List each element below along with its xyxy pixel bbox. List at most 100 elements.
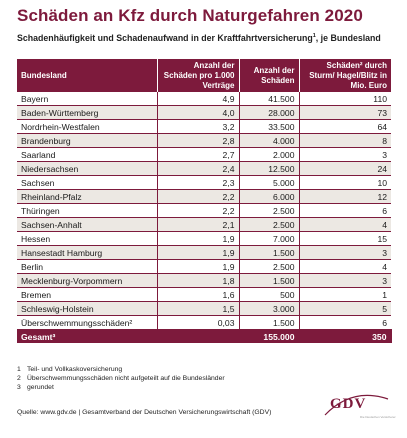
- cell-count: 12.500: [239, 161, 300, 176]
- source-note: Quelle: www.gdv.de | Gesamtverband der D…: [17, 409, 272, 416]
- cell-bundesland: Schleswig-Holstein: [17, 301, 158, 316]
- footnote-3: 3 gerundet: [17, 383, 225, 392]
- table-row: Baden-Württemberg 4,0 28.000 73: [17, 105, 391, 120]
- cell-damage-eur: 3: [299, 147, 391, 162]
- cell-count: 1.500: [239, 245, 300, 260]
- footnote-text: gerundet: [27, 384, 54, 391]
- cell-count: 2.000: [239, 147, 300, 162]
- cell-damage-eur: 12: [299, 189, 391, 204]
- cell-count: 500: [239, 287, 300, 302]
- footnote-text: Teil- und Vollkaskoversicherung: [27, 366, 123, 373]
- cell-bundesland: Bremen: [17, 287, 158, 302]
- table-row: Bremen 1,6 500 1: [17, 287, 391, 302]
- table-row: Niedersachsen 2,4 12.500 24: [17, 161, 391, 176]
- cell-count: 4.000: [239, 133, 300, 148]
- cell-per1000: 2,7: [157, 147, 240, 162]
- cell-per1000: 2,3: [157, 175, 240, 190]
- cell-bundesland: Nordrhein-Westfalen: [17, 119, 158, 134]
- data-table: Bundesland Anzahl der Schäden pro 1.000 …: [17, 59, 392, 343]
- logo-arc-icon: [324, 394, 389, 416]
- footnote-number: 1: [17, 366, 21, 373]
- cell-per1000: 1,9: [157, 259, 240, 274]
- footnote-1: 1 Teil- und Vollkaskoversicherung: [17, 365, 225, 374]
- cell-count: 28.000: [239, 105, 300, 120]
- cell-damage-eur: 5: [299, 301, 391, 316]
- cell-per1000: 2,8: [157, 133, 240, 148]
- table-row: Berlin 1,9 2.500 4: [17, 259, 391, 274]
- cell-per1000: 3,2: [157, 119, 240, 134]
- cell-bundesland: Rheinland-Pfalz: [17, 189, 158, 204]
- footnote-2: 2 Überschwemmungsschäden nicht aufgeteilt…: [17, 374, 225, 383]
- cell-per1000: 1,9: [157, 245, 240, 260]
- table-row: Thüringen 2,2 2.500 6: [17, 203, 391, 218]
- table-row: Schleswig-Holstein 1,5 3.000 5: [17, 301, 391, 316]
- table-total-row: Gesamt³ 155.000 350: [17, 329, 392, 343]
- footnote-text: Überschwemmungsschäden nicht aufgeteilt …: [27, 375, 225, 382]
- cell-per1000: 1,8: [157, 273, 240, 288]
- cell-count: 2.500: [239, 259, 300, 274]
- cell-per1000: 2,2: [157, 203, 240, 218]
- cell-damage-eur: 110: [299, 92, 391, 106]
- cell-bundesland: Hessen: [17, 231, 158, 246]
- table-row: Bayern 4,9 41.500 110: [17, 92, 391, 106]
- cell-bundesland: Brandenburg: [17, 133, 158, 148]
- table-header-row: Bundesland Anzahl der Schäden pro 1.000 …: [17, 59, 391, 92]
- cell-count: 1.500: [239, 273, 300, 288]
- total-damage-eur: 350: [299, 329, 392, 343]
- cell-bundesland: Hansestadt Hamburg: [17, 245, 158, 260]
- data-table-container: Bundesland Anzahl der Schäden pro 1.000 …: [17, 59, 392, 343]
- cell-damage-eur: 10: [299, 175, 391, 190]
- cell-damage-eur: 64: [299, 119, 391, 134]
- cell-bundesland: Mecklenburg-Vorpommern: [17, 273, 158, 288]
- header-count: Anzahl der Schäden: [239, 59, 300, 92]
- subtitle-text-end: , je Bundesland: [315, 33, 381, 43]
- cell-damage-eur: 6: [299, 315, 391, 330]
- cell-per1000: 1,9: [157, 231, 240, 246]
- cell-count: 2.500: [239, 217, 300, 232]
- cell-per1000: 2,4: [157, 161, 240, 176]
- cell-count: 3.000: [239, 301, 300, 316]
- cell-per1000: 4,0: [157, 105, 240, 120]
- table-row: Sachsen 2,3 5.000 10: [17, 175, 391, 190]
- cell-count: 6.000: [239, 189, 300, 204]
- cell-bundesland: Sachsen-Anhalt: [17, 217, 158, 232]
- cell-bundesland: Niedersachsen: [17, 161, 158, 176]
- table-row: Sachsen-Anhalt 2,1 2.500 4: [17, 217, 391, 232]
- total-per1000: [157, 329, 240, 343]
- cell-per1000: 1,6: [157, 287, 240, 302]
- header-damage-eur: Schäden² durch Sturm/ Hagel/Blitz in Mio…: [299, 59, 391, 92]
- table-row: Mecklenburg-Vorpommern 1,8 1.500 3: [17, 273, 391, 288]
- table-row: Rheinland-Pfalz 2,2 6.000 12: [17, 189, 391, 204]
- cell-damage-eur: 15: [299, 231, 391, 246]
- cell-count: 7.000: [239, 231, 300, 246]
- cell-damage-eur: 8: [299, 133, 391, 148]
- cell-bundesland: Berlin: [17, 259, 158, 274]
- page-title: Schäden an Kfz durch Naturgefahren 2020: [17, 6, 363, 25]
- subtitle-text: Schadenhäufigkeit und Schadenaufwand in …: [17, 33, 313, 43]
- table-row: Nordrhein-Westfalen 3,2 33.500 64: [17, 119, 391, 134]
- total-label: Gesamt³: [17, 329, 158, 343]
- cell-damage-eur: 24: [299, 161, 391, 176]
- header-bundesland: Bundesland: [17, 59, 158, 92]
- cell-bundesland: Bayern: [17, 92, 158, 106]
- cell-count: 2.500: [239, 203, 300, 218]
- cell-count: 41.500: [239, 92, 300, 106]
- table-row: Überschwemmungsschäden² 0,03 1.500 6: [17, 315, 391, 330]
- cell-damage-eur: 3: [299, 273, 391, 288]
- cell-per1000: 2,1: [157, 217, 240, 232]
- cell-damage-eur: 6: [299, 203, 391, 218]
- cell-damage-eur: 1: [299, 287, 391, 302]
- table-row: Saarland 2,7 2.000 3: [17, 147, 391, 162]
- cell-per1000: 4,9: [157, 92, 240, 106]
- subtitle-footnote-mark: 1: [312, 33, 316, 39]
- header-per1000: Anzahl der Schäden pro 1.000 Verträge: [157, 59, 240, 92]
- logo-tagline: Die Deutschen Versicherer: [360, 415, 396, 419]
- cell-damage-eur: 4: [299, 259, 391, 274]
- total-count: 155.000: [239, 329, 300, 343]
- cell-count: 33.500: [239, 119, 300, 134]
- cell-per1000: 2,2: [157, 189, 240, 204]
- table-row: Brandenburg 2,8 4.000 8: [17, 133, 391, 148]
- cell-damage-eur: 3: [299, 245, 391, 260]
- cell-bundesland: Saarland: [17, 147, 158, 162]
- cell-damage-eur: 4: [299, 217, 391, 232]
